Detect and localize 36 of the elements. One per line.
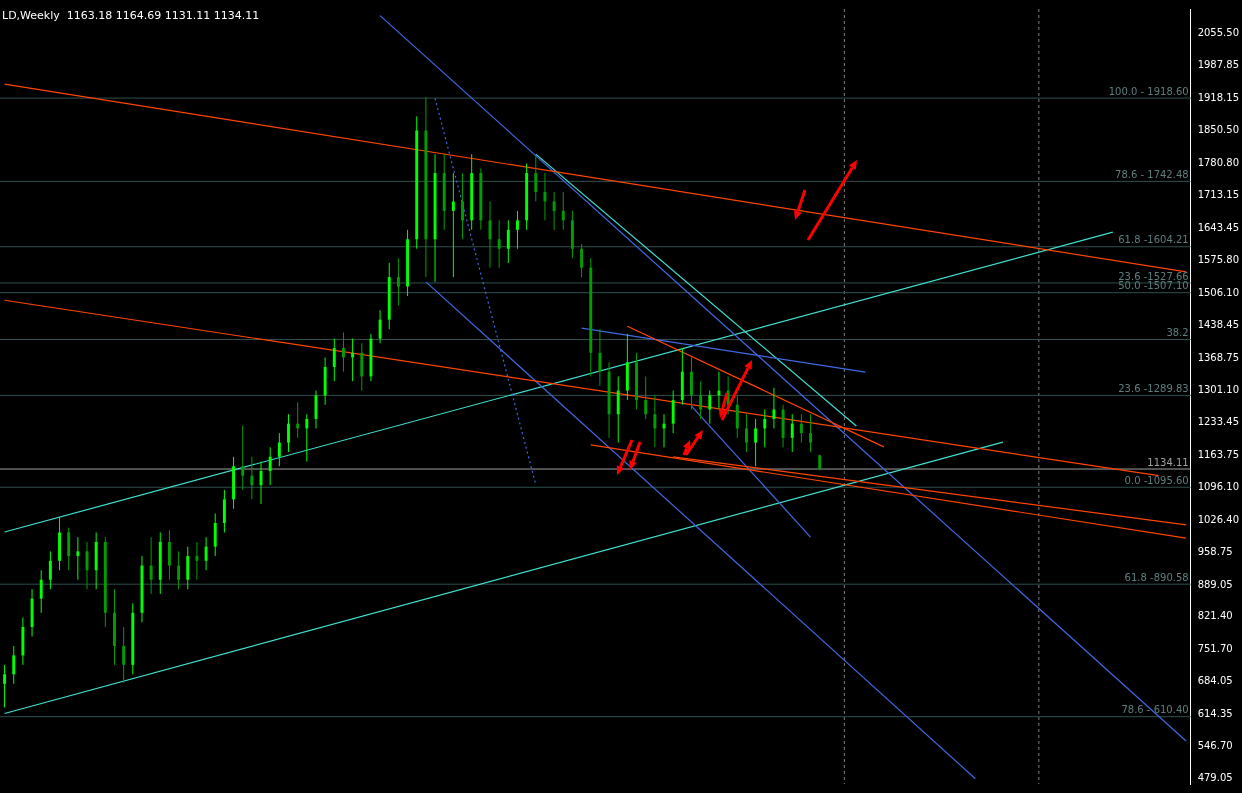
y-tick-label: 1096.10: [1197, 480, 1240, 492]
annotation: 23.6 -1527.66: [1118, 270, 1189, 282]
y-tick-label: 1368.75: [1197, 351, 1240, 363]
y-tick-label: 1233.45: [1197, 415, 1240, 427]
y-tick-label: 614.35: [1197, 708, 1233, 720]
annotation: 61.8 -890.58: [1124, 571, 1189, 583]
y-tick-label: 1506.10: [1197, 286, 1240, 298]
y-tick-label: 751.70: [1197, 643, 1233, 655]
y-tick-label: 1575.80: [1197, 253, 1240, 265]
annotation: 78.6 - 1742.48: [1115, 168, 1189, 180]
y-tick-label: 1026.40: [1197, 513, 1240, 525]
annotation: 23.6 -1289.83: [1118, 382, 1189, 394]
y-tick-label: 684.05: [1197, 675, 1233, 687]
y-tick-label: 1301.10: [1197, 383, 1240, 395]
y-tick-label: 821.40: [1197, 610, 1233, 622]
y-tick-label: 1918.15: [1197, 91, 1240, 103]
y-tick-label: 1780.80: [1197, 156, 1240, 168]
y-tick-label: 479.05: [1197, 772, 1233, 784]
y-tick-label: 2055.50: [1197, 26, 1240, 38]
y-tick-label: 958.75: [1197, 545, 1233, 557]
ref-line-label: 1134.11: [1147, 456, 1189, 468]
annotation: 61.8 -1604.21: [1118, 234, 1189, 246]
y-tick-label: 1643.45: [1197, 221, 1240, 233]
chart-title: LD,Weekly 1163.18 1164.69 1131.11 1134.11: [2, 9, 260, 23]
y-tick-label: 1850.50: [1197, 123, 1240, 135]
annotation: 50.0 -1507.10: [1118, 280, 1189, 292]
annotation: 38.2: [1166, 327, 1189, 339]
annotation: 0.0 -1095.60: [1124, 474, 1189, 486]
y-tick-label: 1987.85: [1197, 58, 1240, 70]
y-tick-label: 1713.15: [1197, 188, 1240, 200]
y-tick-label: 1438.45: [1197, 318, 1240, 330]
annotation: 100.0 - 1918.60: [1108, 85, 1189, 97]
y-tick-label: 889.05: [1197, 578, 1233, 590]
y-tick-label: 546.70: [1197, 740, 1233, 752]
y-tick-label: 1163.75: [1197, 448, 1240, 460]
annotation: 78.6 - 610.40: [1121, 704, 1189, 716]
